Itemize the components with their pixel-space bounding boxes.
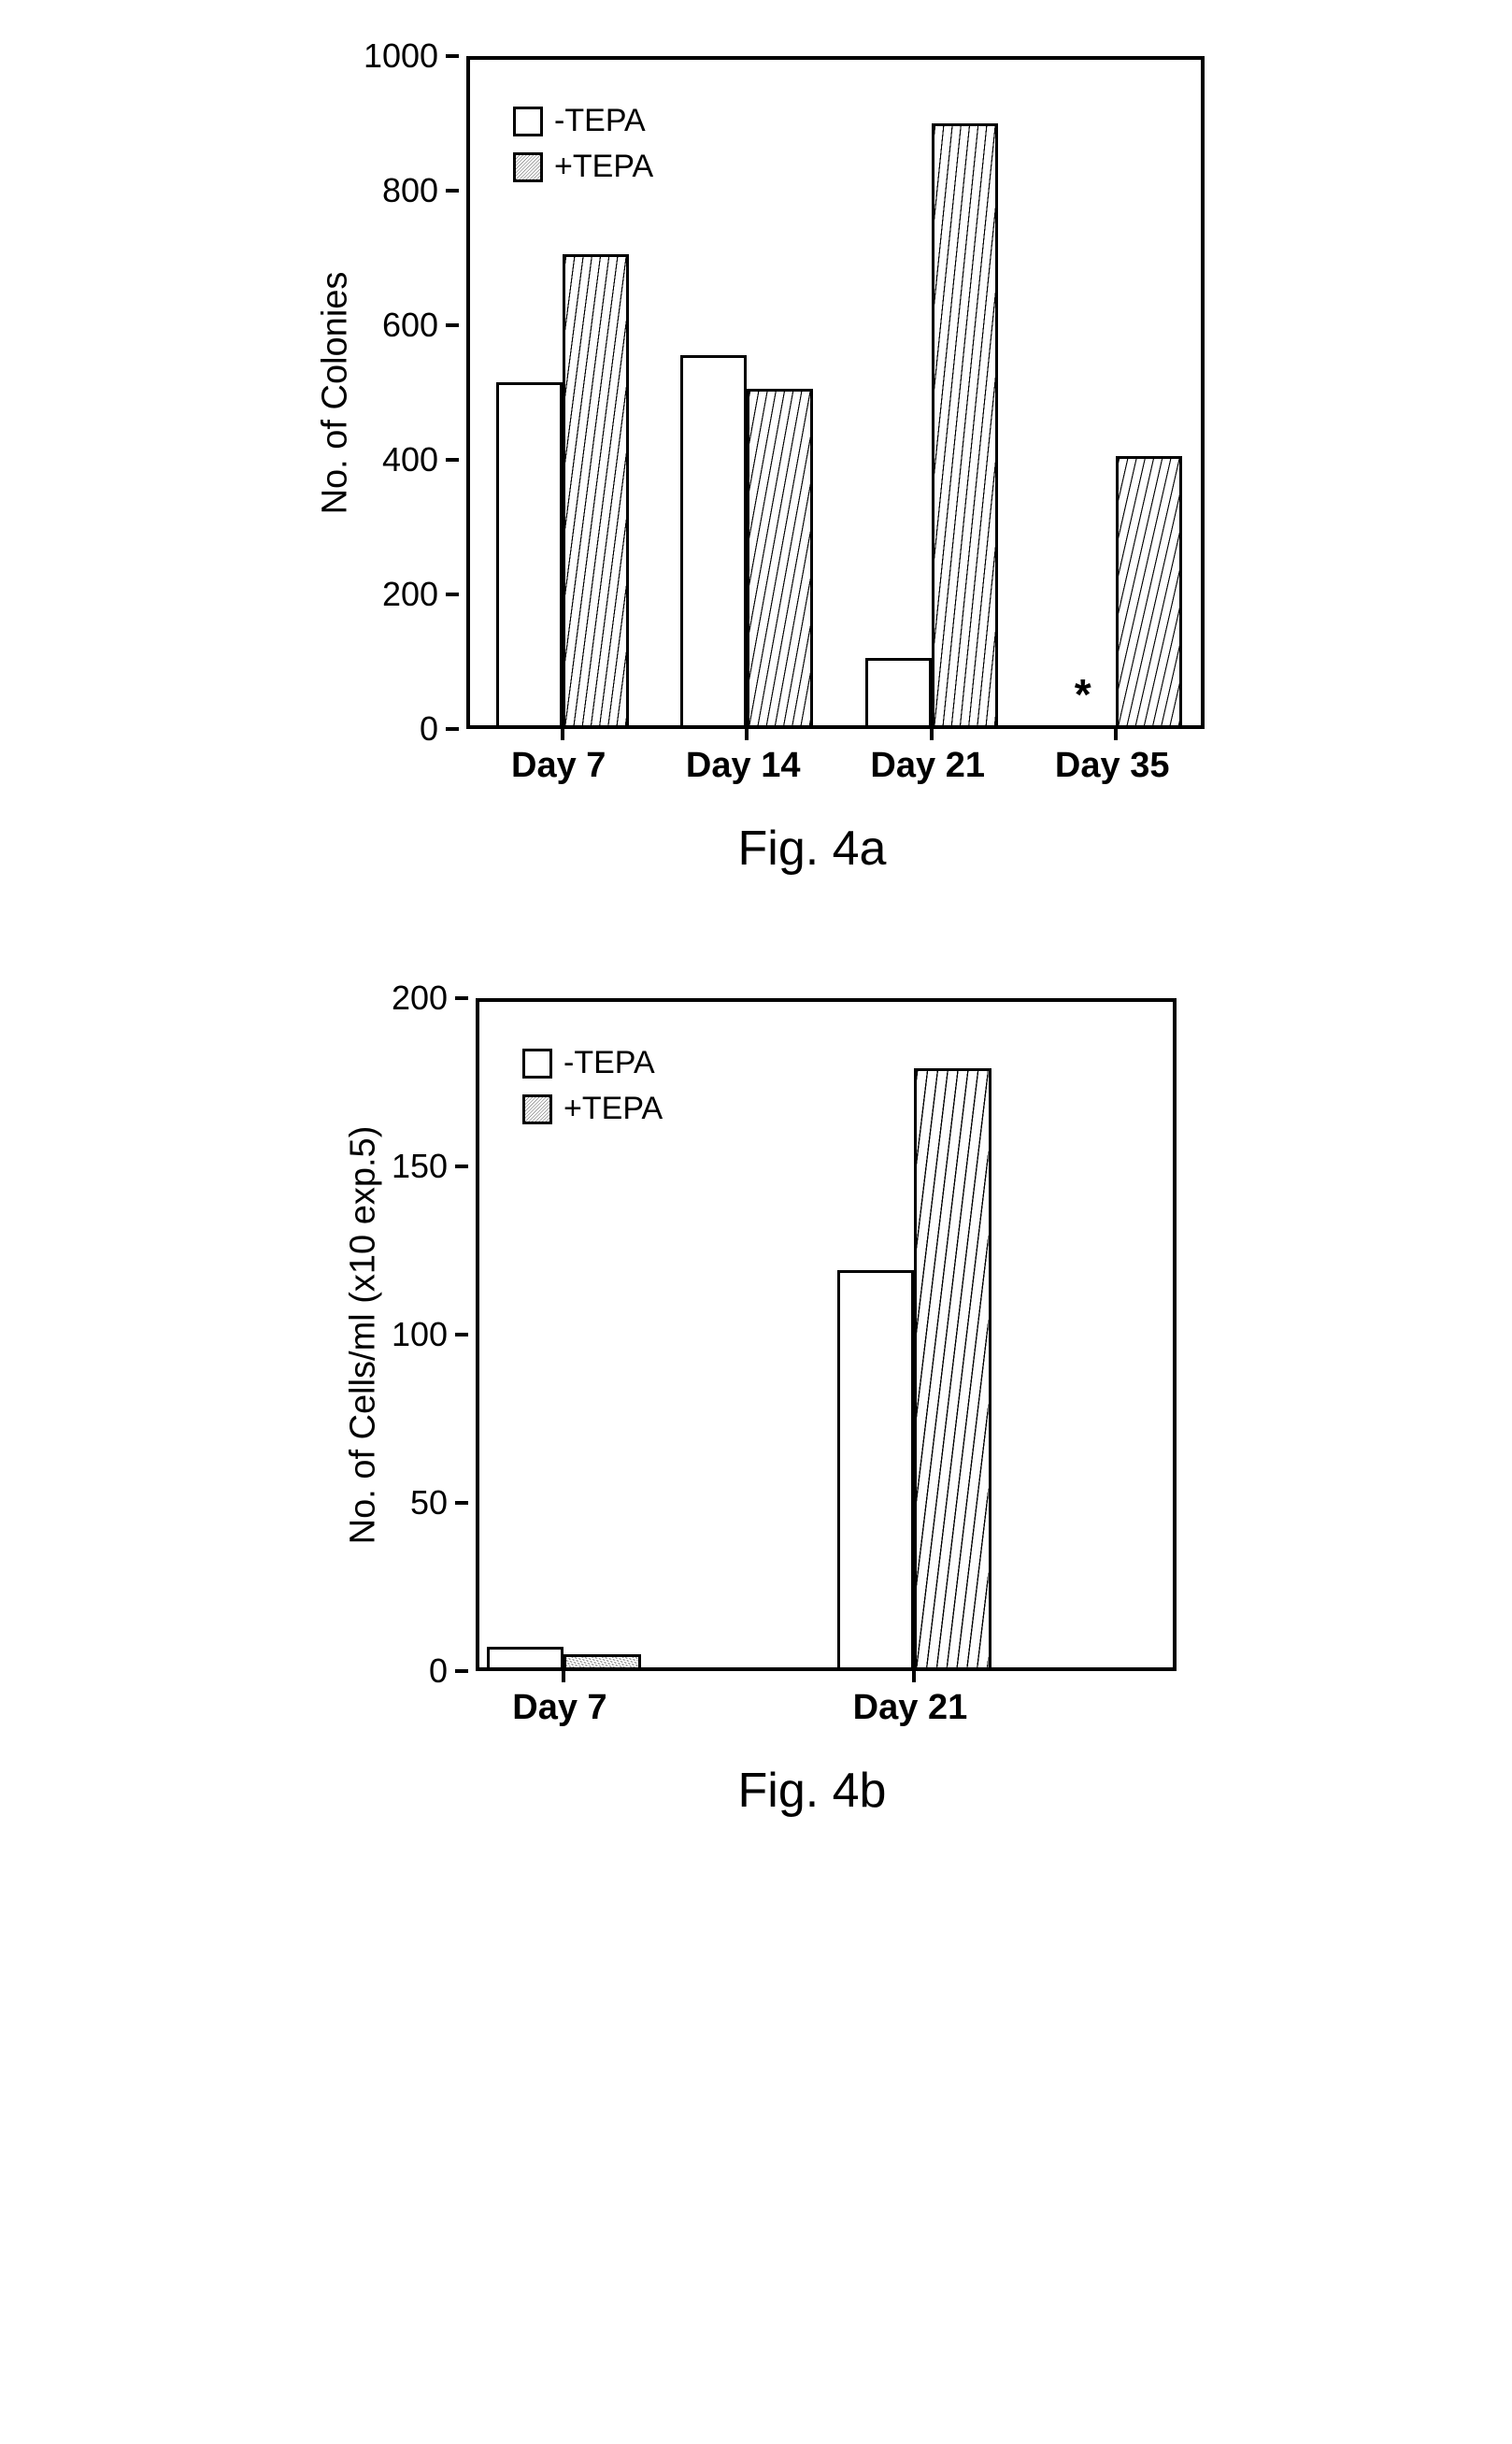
chart-b-plot: -TEPA +TEPA xyxy=(476,998,1177,1671)
chart-a-bar xyxy=(1116,456,1182,725)
chart-a-ytick-mark xyxy=(446,189,459,193)
chart-a-caption: Fig. 4a xyxy=(626,821,887,877)
chart-a-ytick-label: 800 xyxy=(382,171,446,210)
chart-a-xtick-mark xyxy=(1114,727,1118,740)
chart-a-yaxis: 10008006004002000 xyxy=(364,56,466,729)
chart-b-chart-area: No. of Cells/ml (x10 exp.5)200150100500-… xyxy=(335,998,1177,1671)
chart-a-xtick-label: Day 21 xyxy=(870,746,985,786)
chart-b-legend-swatch-empty xyxy=(522,1049,552,1079)
chart-b-xtick-label: Day 7 xyxy=(512,1688,606,1728)
chart-b-caption: Fig. 4b xyxy=(626,1763,887,1819)
chart-a-legend-row: +TEPA xyxy=(513,149,653,185)
chart-a-xaxis-wrap: Day 7 Day 14 Day 21 Day 35 xyxy=(307,729,1205,793)
chart-a-xtick-mark xyxy=(561,727,564,740)
chart-a-ytick-mark xyxy=(446,54,459,58)
chart-a-ytick-label: 400 xyxy=(382,440,446,479)
chart-a: No. of Colonies10008006004002000-TEPA+TE… xyxy=(307,56,1205,877)
chart-b: No. of Cells/ml (x10 exp.5)200150100500-… xyxy=(335,998,1177,1819)
chart-a-ytick-mark xyxy=(446,323,459,327)
chart-b-ytick-mark xyxy=(455,1165,468,1168)
chart-b-ytick-label: 50 xyxy=(410,1483,455,1522)
chart-a-bar xyxy=(680,355,747,725)
chart-b-ytick-mark xyxy=(455,996,468,1000)
chart-a-ytick-label: 200 xyxy=(382,575,446,614)
chart-a-xtick-label: Day 14 xyxy=(686,746,801,786)
chart-b-xtick-mark xyxy=(912,1669,916,1682)
chart-a-ytick-mark xyxy=(446,458,459,462)
chart-b-ytick-mark xyxy=(455,1501,468,1505)
chart-a-xtick-mark xyxy=(745,727,749,740)
chart-a-bar xyxy=(932,123,998,725)
chart-a-bar xyxy=(747,389,813,725)
chart-a-legend-swatch-empty xyxy=(513,107,543,136)
chart-a-xtick-mark xyxy=(930,727,934,740)
chart-b-legend-swatch-hatched xyxy=(522,1094,552,1124)
chart-b-xtick-label: Day 21 xyxy=(853,1688,968,1728)
chart-a-legend-swatch-hatched xyxy=(513,152,543,182)
chart-a-plot: -TEPA +TEPA * xyxy=(466,56,1205,729)
chart-a-legend: -TEPA +TEPA xyxy=(507,97,659,191)
chart-a-xtick-label: Day 7 xyxy=(511,746,606,786)
chart-a-ytick-mark xyxy=(446,593,459,596)
chart-b-ylabel: No. of Cells/ml (x10 exp.5) xyxy=(343,1125,383,1544)
chart-a-legend-row: -TEPA xyxy=(513,103,653,139)
chart-a-chart-area: No. of Colonies10008006004002000-TEPA+TE… xyxy=(307,56,1205,729)
chart-a-legend-label: -TEPA xyxy=(554,103,646,139)
chart-a-ylabel-wrap: No. of Colonies xyxy=(307,56,364,729)
chart-b-bar xyxy=(914,1068,991,1667)
chart-a-legend-label: +TEPA xyxy=(554,149,653,185)
chart-b-ytick-mark xyxy=(455,1333,468,1336)
chart-a-null-marker: * xyxy=(1075,669,1091,720)
chart-a-xtick-label: Day 35 xyxy=(1055,746,1170,786)
chart-b-legend-label: -TEPA xyxy=(563,1045,655,1081)
chart-b-bar xyxy=(563,1654,641,1667)
chart-b-bar xyxy=(837,1270,915,1667)
chart-b-ytick-label: 100 xyxy=(392,1315,455,1354)
chart-b-ylabel-wrap: No. of Cells/ml (x10 exp.5) xyxy=(335,998,392,1671)
chart-b-xtick-mark xyxy=(562,1669,565,1682)
chart-a-ytick-label: 600 xyxy=(382,306,446,345)
chart-b-legend: -TEPA +TEPA xyxy=(517,1039,668,1133)
chart-b-ytick-label: 200 xyxy=(392,979,455,1018)
chart-b-bar xyxy=(487,1647,564,1667)
chart-b-legend-row: -TEPA xyxy=(522,1045,663,1081)
chart-a-ylabel: No. of Colonies xyxy=(315,271,355,514)
chart-b-yaxis: 200150100500 xyxy=(392,998,476,1671)
chart-b-legend-row: +TEPA xyxy=(522,1091,663,1127)
chart-b-ytick-label: 150 xyxy=(392,1147,455,1186)
chart-a-ytick-label: 1000 xyxy=(364,36,446,76)
chart-a-bar xyxy=(563,254,629,725)
chart-b-xaxis-wrap: Day 7 Day 21 xyxy=(335,1671,1177,1735)
chart-a-bar xyxy=(496,382,563,725)
chart-a-bar xyxy=(865,658,932,725)
chart-b-legend-label: +TEPA xyxy=(563,1091,663,1127)
